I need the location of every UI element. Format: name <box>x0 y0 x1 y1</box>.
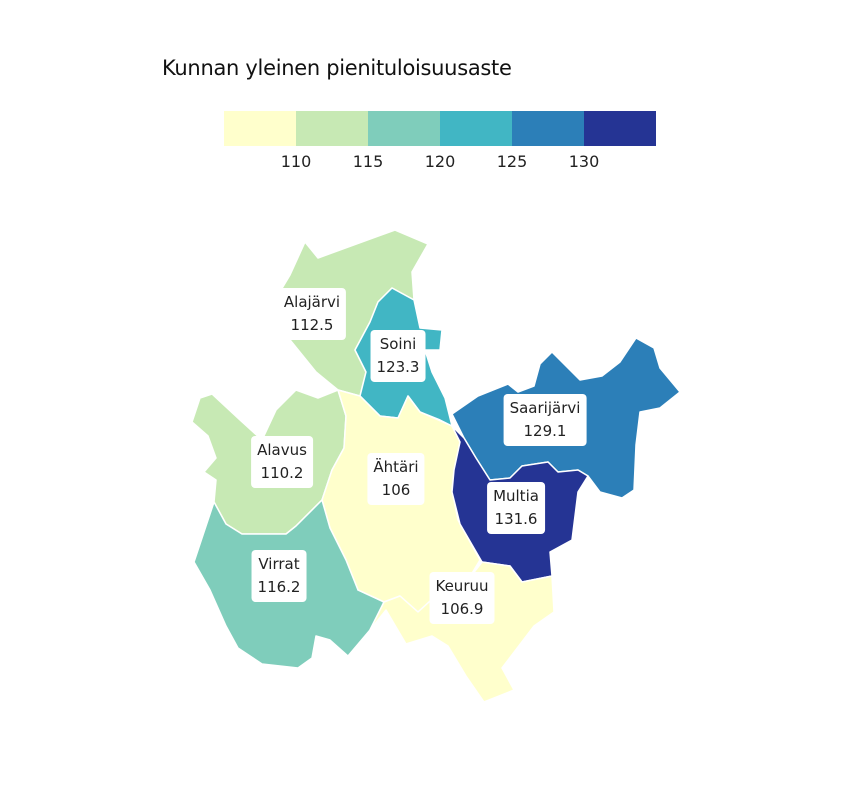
municipality-value: 129.1 <box>523 422 567 440</box>
municipality-value: 110.2 <box>260 464 304 482</box>
label-alavus: Alavus 110.2 <box>251 436 313 488</box>
municipality-name: Alavus <box>257 441 307 459</box>
label-keuruu: Keuruu 106.9 <box>429 572 495 624</box>
legend-swatch <box>296 111 368 146</box>
label-multia: Multia 131.6 <box>487 482 545 534</box>
legend-tick: 125 <box>496 152 528 171</box>
legend-swatch <box>440 111 512 146</box>
color-legend: 110 115 120 125 130 <box>224 111 656 171</box>
municipality-value: 116.2 <box>257 578 301 596</box>
map-title: Kunnan yleinen pienituloisuusaste <box>162 56 512 80</box>
municipality-name: Saarijärvi <box>509 399 581 417</box>
legend-tick: 110 <box>280 152 312 171</box>
municipality-value: 123.3 <box>376 358 420 376</box>
legend-tick: 120 <box>424 152 456 171</box>
legend-swatch <box>512 111 584 146</box>
municipality-name: Keuruu <box>435 577 489 595</box>
municipality-value: 106.9 <box>440 600 484 618</box>
municipality-name: Multia <box>493 487 539 505</box>
municipality-name: Ähtäri <box>373 458 419 476</box>
label-ahtari: Ähtäri 106 <box>367 453 425 505</box>
legend-swatch <box>224 111 296 146</box>
municipality-value: 112.5 <box>290 316 334 334</box>
label-soini: Soini 123.3 <box>370 330 426 382</box>
legend-tick: 115 <box>352 152 384 171</box>
legend-swatch <box>368 111 440 146</box>
municipality-value: 106 <box>381 481 411 499</box>
municipality-value: 131.6 <box>494 510 538 528</box>
label-saarijarvi: Saarijärvi 129.1 <box>503 394 587 446</box>
label-alajarvi: Alajärvi 112.5 <box>277 288 347 340</box>
municipality-name: Alajärvi <box>283 293 341 311</box>
legend-tick: 130 <box>568 152 600 171</box>
legend-swatch <box>584 111 656 146</box>
label-virrat: Virrat 116.2 <box>251 550 307 602</box>
municipality-name: Virrat <box>258 555 300 573</box>
municipality-name: Soini <box>379 335 417 353</box>
